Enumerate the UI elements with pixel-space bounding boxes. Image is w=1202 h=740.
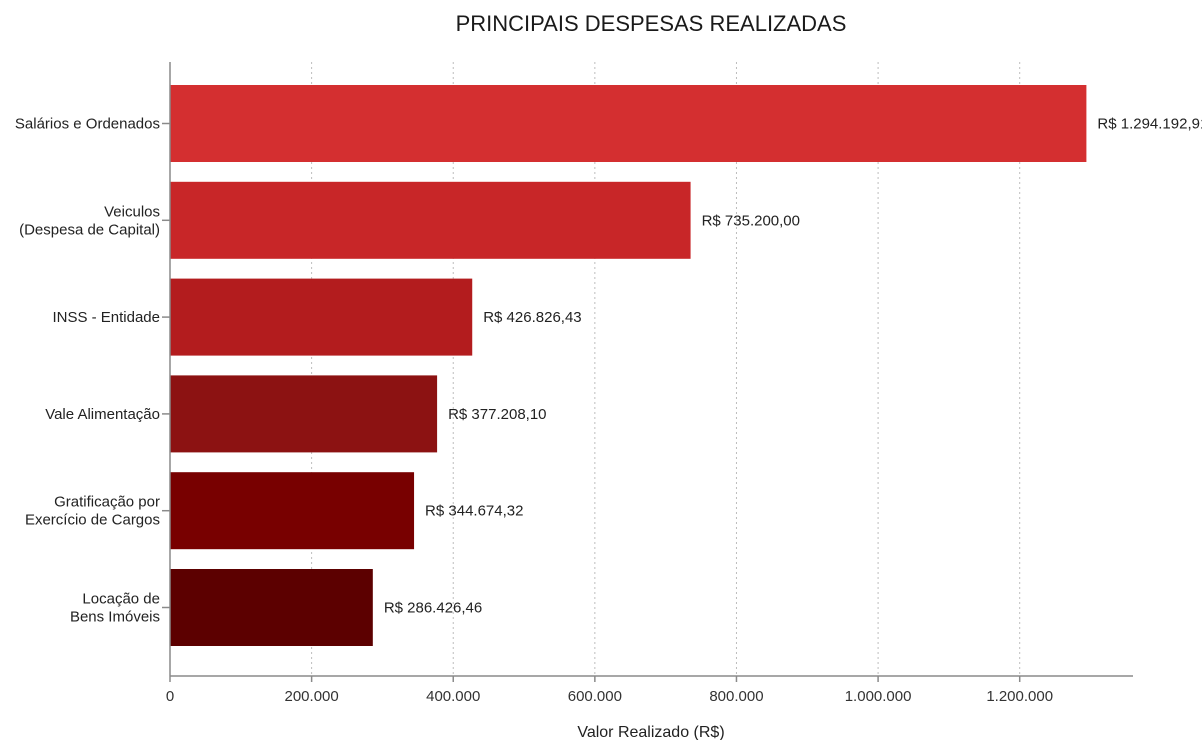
- category-label: INSS - Entidade: [52, 309, 160, 326]
- data-label: R$ 377.208,10: [448, 406, 546, 423]
- chart-title: PRINCIPAIS DESPESAS REALIZADAS: [456, 11, 847, 36]
- data-label: R$ 735.200,00: [702, 212, 800, 229]
- category-label-line: Locação de: [82, 591, 160, 608]
- bar: [170, 472, 415, 550]
- category-label: Gratificação por Exercício de Cargos: [25, 494, 160, 529]
- category-label-line: INSS - Entidade: [52, 309, 160, 326]
- x-axis-title: Valor Realizado (R$): [577, 724, 724, 740]
- data-label: R$ 344.674,32: [425, 503, 523, 520]
- x-tick-label: 200.000: [285, 688, 339, 705]
- category-label-line: Veiculos: [104, 203, 160, 220]
- category-label: Locação de Bens Imóveis: [70, 591, 160, 626]
- bar: [170, 375, 438, 453]
- data-label: R$ 286.426,46: [384, 600, 482, 617]
- x-tick-label: 1.200.000: [986, 688, 1053, 705]
- data-label: R$ 426.826,43: [483, 309, 581, 326]
- x-tick-label: 400.000: [426, 688, 480, 705]
- x-tick-label: 800.000: [709, 688, 763, 705]
- category-label-line: Gratificação por: [54, 494, 160, 511]
- bar: [170, 278, 473, 356]
- x-tick-label: 0: [166, 688, 174, 705]
- category-label-line: (Despesa de Capital): [19, 221, 160, 238]
- category-label: Salários e Ordenados: [15, 116, 160, 133]
- category-label: Vale Alimentação: [45, 406, 160, 423]
- category-label-line: Exercício de Cargos: [25, 512, 160, 529]
- bar: [170, 181, 691, 259]
- labels: R$ 1.294.192,91 Salários e Ordenados R$ 73…: [15, 116, 1202, 706]
- x-tick-label: 600.000: [568, 688, 622, 705]
- bars: [170, 85, 1087, 646]
- data-label: R$ 1.294.192,91: [1097, 116, 1202, 133]
- axes: [162, 62, 1133, 682]
- category-label: Veiculos (Despesa de Capital): [19, 203, 160, 238]
- bar: [170, 85, 1087, 162]
- category-label-line: Bens Imóveis: [70, 609, 160, 626]
- category-label-line: Salários e Ordenados: [15, 116, 160, 133]
- bar: [170, 569, 373, 646]
- x-tick-label: 1.000.000: [845, 688, 912, 705]
- category-label-line: Vale Alimentação: [45, 406, 160, 423]
